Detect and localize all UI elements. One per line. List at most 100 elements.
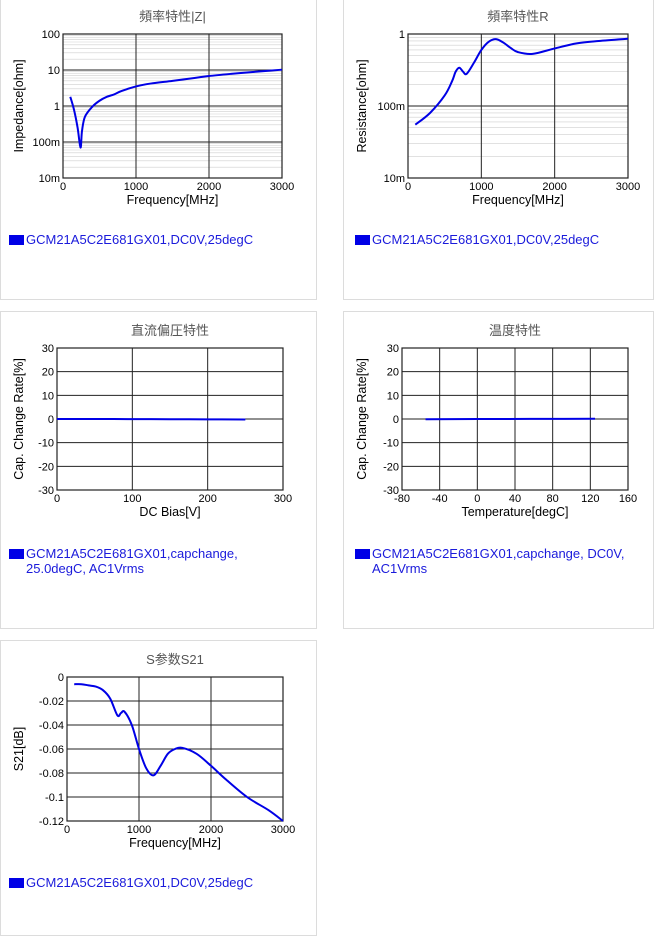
- x-tick-label: 2000: [199, 824, 223, 836]
- y-tick-label: 100m: [377, 101, 405, 113]
- chart-card-dcbias: 直流偏圧特性 -30 -20 -10 0 10 20 30 0 100 200 300 DC Bias[…: [0, 311, 317, 629]
- plot-frame: [66, 676, 284, 822]
- y-tick-label: -0.08: [39, 768, 64, 780]
- plot-frame: [407, 33, 629, 179]
- legend-impedance[interactable]: GCM21A5C2E681GX01,DC0V,25degC: [9, 232, 253, 247]
- y-tick-label: 10m: [384, 173, 405, 185]
- x-tick-label: 1000: [469, 181, 493, 193]
- y-axis-label: Cap. Change Rate[%]: [355, 358, 369, 480]
- y-tick-label: -30: [383, 485, 399, 497]
- y-tick-label: -10: [383, 438, 399, 450]
- legend-label: GCM21A5C2E681GX01,capchange, 25.0degC, A…: [26, 546, 238, 576]
- x-tick-label: -80: [394, 493, 410, 505]
- legend-swatch: [355, 549, 370, 559]
- y-tick-label: 1: [54, 101, 60, 113]
- chart-card-temperature: 温度特性 -30 -20 -10 0 10 20 30 -80 -40 0 40 80 120 160 Tem…: [343, 311, 654, 629]
- legend-swatch: [9, 549, 24, 559]
- y-tick-label: -0.06: [39, 744, 64, 756]
- x-tick-label: 2000: [542, 181, 566, 193]
- legend-swatch: [9, 878, 24, 888]
- legend-line-1: GCM21A5C2E681GX01,capchange, DC0V,: [372, 546, 625, 561]
- x-tick-label: 0: [474, 493, 480, 505]
- resistance-chart: 頻率特性R 10m 100m 1 0 1000 2000 3000 Frequency[MHz]…: [355, 9, 640, 207]
- y-tick-label: -30: [38, 485, 54, 497]
- chart-title: 頻率特性|Z|: [139, 9, 206, 24]
- y-tick-label: 1: [399, 29, 405, 41]
- y-tick-label: 20: [387, 367, 399, 379]
- y-tick-label: 10: [48, 65, 60, 77]
- series-line: [414, 37, 629, 126]
- y-axis-label: Resistance[ohm]: [355, 59, 369, 152]
- y-tick-label: 10: [387, 390, 399, 402]
- plot-frame: [401, 347, 629, 491]
- legend-swatch: [9, 235, 24, 245]
- chart-card-resistance: 頻率特性R 10m 100m 1 0 1000 2000 3000 Frequency[MHz]…: [343, 0, 654, 300]
- legend-line-1: GCM21A5C2E681GX01,capchange,: [26, 546, 238, 561]
- series-line: [74, 683, 284, 822]
- legend-temperature[interactable]: GCM21A5C2E681GX01,capchange, DC0V, AC1Vr…: [355, 546, 624, 576]
- x-tick-label: 0: [405, 181, 411, 193]
- y-tick-label: 0: [48, 414, 54, 426]
- series-line: [69, 68, 283, 149]
- x-tick-label: -40: [432, 493, 448, 505]
- y-axis-label: Cap. Change Rate[%]: [12, 358, 26, 480]
- legend-label: GCM21A5C2E681GX01,DC0V,25degC: [26, 875, 254, 890]
- legend-label: GCM21A5C2E681GX01,capchange, DC0V, AC1Vr…: [372, 546, 624, 576]
- y-axis-label: S21[dB]: [12, 727, 26, 771]
- chart-card-s21: S参数S21 -0.12 -0.1 -0.08 -0.06 -0.04 -0.02 0 0 100…: [0, 640, 317, 936]
- y-tick-label: 0: [393, 414, 399, 426]
- y-tick-label: 100: [42, 29, 60, 41]
- y-tick-label: -10: [38, 438, 54, 450]
- chart-card-impedance: 頻率特性|Z| 10m 100m 1 10 100 0 1000 2000 3000 Frequen…: [0, 0, 317, 300]
- plot-frame: [62, 33, 283, 179]
- x-axis-label: Temperature[degC]: [461, 505, 568, 519]
- x-tick-label: 40: [509, 493, 521, 505]
- s21-chart: S参数S21 -0.12 -0.1 -0.08 -0.06 -0.04 -0.02 0 0 100…: [12, 652, 295, 850]
- temperature-chart: 温度特性 -30 -20 -10 0 10 20 30 -80 -40 0 40 80 120 160 Tem…: [355, 323, 637, 519]
- legend-dcbias[interactable]: GCM21A5C2E681GX01,capchange, 25.0degC, A…: [9, 546, 238, 576]
- x-tick-label: 0: [64, 824, 70, 836]
- x-axis-label: DC Bias[V]: [139, 505, 200, 519]
- legend-resistance[interactable]: GCM21A5C2E681GX01,DC0V,25degC: [355, 232, 599, 247]
- x-tick-label: 3000: [271, 824, 295, 836]
- x-tick-label: 1000: [127, 824, 151, 836]
- y-tick-label: -0.02: [39, 696, 64, 708]
- chart-title: S参数S21: [146, 652, 204, 667]
- y-tick-label: 0: [58, 672, 64, 684]
- x-axis-label: Frequency[MHz]: [472, 193, 564, 207]
- y-tick-label: -0.1: [45, 792, 64, 804]
- x-tick-label: 300: [274, 493, 292, 505]
- y-tick-label: -20: [383, 461, 399, 473]
- legend-swatch: [355, 235, 370, 245]
- legend-line-2: AC1Vrms: [372, 561, 428, 576]
- x-tick-label: 120: [581, 493, 599, 505]
- x-tick-label: 160: [619, 493, 637, 505]
- x-tick-label: 0: [60, 181, 66, 193]
- x-tick-label: 80: [547, 493, 559, 505]
- y-axis-label: Impedance[ohm]: [12, 59, 26, 152]
- y-tick-label: -0.12: [39, 816, 64, 828]
- chart-title: 温度特性: [489, 323, 541, 338]
- y-tick-label: -20: [38, 461, 54, 473]
- x-axis-label: Frequency[MHz]: [127, 193, 219, 207]
- x-tick-label: 200: [198, 493, 216, 505]
- x-tick-label: 2000: [197, 181, 221, 193]
- x-tick-label: 3000: [616, 181, 640, 193]
- legend-label: GCM21A5C2E681GX01,DC0V,25degC: [372, 232, 600, 247]
- y-tick-label: 30: [387, 343, 399, 355]
- x-tick-label: 3000: [270, 181, 294, 193]
- x-tick-label: 0: [54, 493, 60, 505]
- x-tick-label: 100: [123, 493, 141, 505]
- y-tick-label: 100m: [32, 137, 60, 149]
- y-tick-label: 10: [42, 390, 54, 402]
- y-tick-label: 10m: [39, 173, 60, 185]
- y-tick-label: 30: [42, 343, 54, 355]
- legend-s21[interactable]: GCM21A5C2E681GX01,DC0V,25degC: [9, 875, 253, 890]
- x-axis-label: Frequency[MHz]: [129, 836, 221, 850]
- chart-title: 直流偏圧特性: [131, 323, 209, 338]
- legend-line-2: 25.0degC, AC1Vrms: [26, 561, 145, 576]
- legend-label: GCM21A5C2E681GX01,DC0V,25degC: [26, 232, 254, 247]
- y-tick-label: -0.04: [39, 720, 64, 732]
